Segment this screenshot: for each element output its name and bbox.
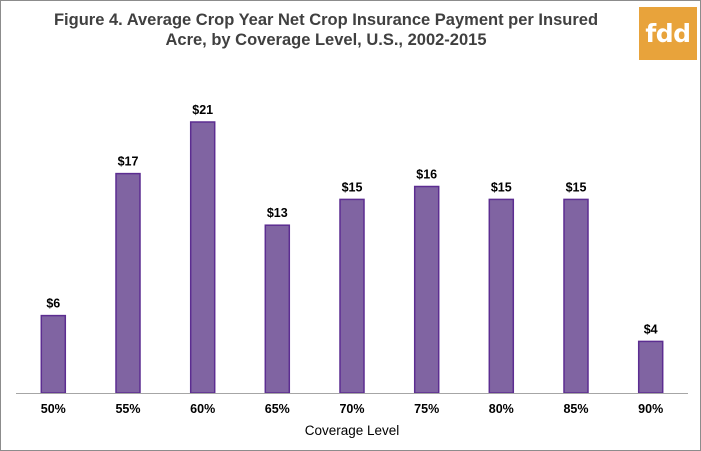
bar-50pct [40,314,67,394]
value-label-80pct: $15 [491,180,512,194]
bar-group [40,121,664,394]
value-label-90pct: $4 [644,322,658,336]
value-label-75pct: $16 [416,168,437,182]
value-label-55pct: $17 [118,155,139,169]
value-label-60pct: $21 [192,103,213,117]
fdd-logo: fdd [639,7,697,60]
bar-65pct [264,224,291,394]
bar-90pct [637,340,664,394]
bar-60pct [189,121,216,394]
x-tick-label-65pct: 65% [265,402,290,416]
x-tick-label-85pct: 85% [563,402,588,416]
x-tick-label-80pct: 80% [489,402,514,416]
x-tick-label-50pct: 50% [41,402,66,416]
chart-title: Figure 4. Average Crop Year Net Crop Ins… [1,10,651,50]
chart-title-line-1: Figure 4. Average Crop Year Net Crop Ins… [53,11,599,29]
bar-70pct [339,198,365,394]
x-tick-label-group: 50% 55% 60% 65% 70% 75% 80% 85% 90% [41,402,663,416]
x-tick-label-70pct: 70% [339,402,364,416]
x-axis-title: Coverage Level [305,423,400,438]
value-label-85pct: $15 [566,180,587,194]
bar-85pct [563,198,589,394]
value-label-65pct: $13 [267,206,288,220]
value-label-group: $6 $17 $21 $13 $15 $16 $15 $15 $4 [46,103,657,336]
chart-title-line-2: Acre, by Coverage Level, U.S., 2002-2015 [165,31,487,49]
bar-55pct [115,172,141,394]
x-tick-label-75pct: 75% [414,402,439,416]
x-tick-label-60pct: 60% [190,402,215,416]
x-tick-label-55pct: 55% [115,402,140,416]
bar-75pct [413,185,440,394]
value-label-50pct: $6 [46,297,60,311]
bar-80pct [488,198,515,394]
x-tick-label-90pct: 90% [638,402,663,416]
value-label-70pct: $15 [342,180,363,194]
